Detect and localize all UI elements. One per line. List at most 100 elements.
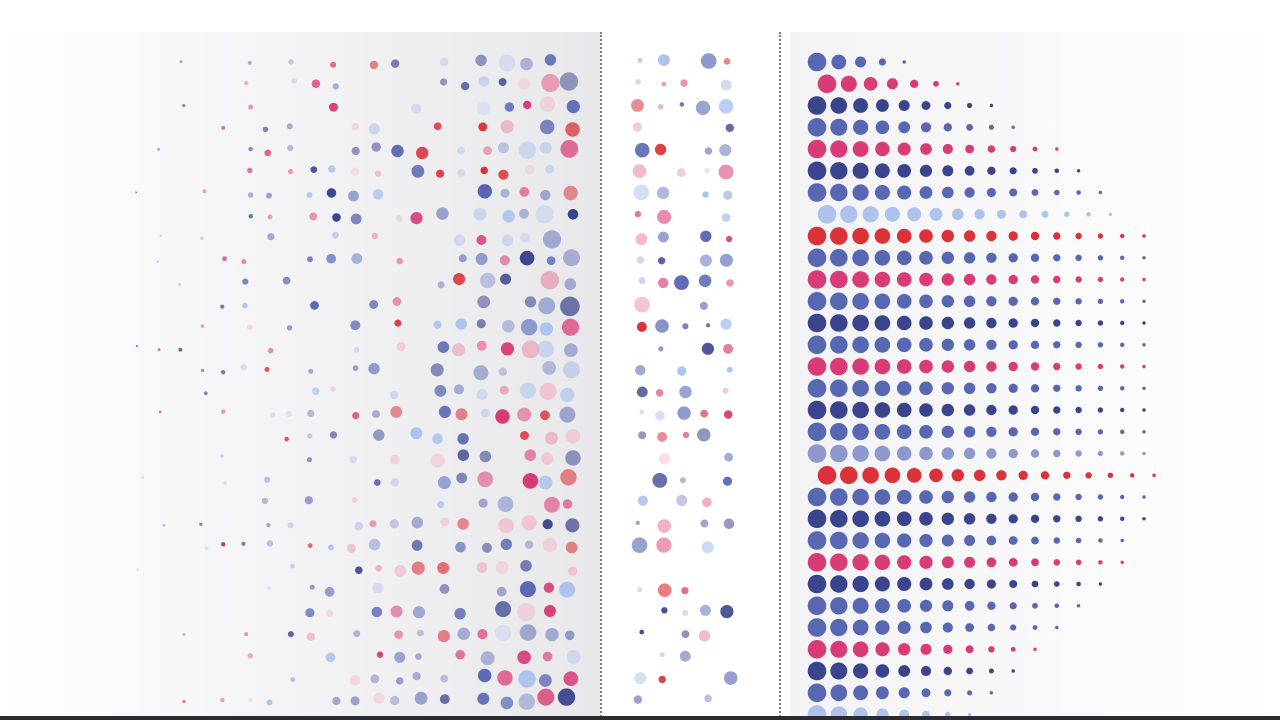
row-dot [1076,604,1081,608]
scatter-dot [221,125,226,130]
scatter-dot [440,674,449,683]
column-dot [636,386,648,398]
row-dot [898,121,911,134]
row-dot [830,357,848,376]
row-dot [941,229,954,243]
row-dot [830,379,848,398]
row-dot [896,272,912,287]
scatter-dot [565,541,578,554]
row-dot [941,534,954,547]
row-dot [1008,427,1018,437]
row-dot [1097,450,1104,457]
scatter-dot [305,608,315,618]
scatter-dot [521,340,540,359]
row-dot [1076,581,1081,587]
row-dot [1011,669,1015,673]
scatter-dot [545,164,555,174]
row-dot [1019,210,1028,219]
row-dot [875,642,890,657]
scatter-dot [141,476,144,479]
row-dot [986,252,997,263]
scatter-dot [536,340,554,358]
column-dot [695,100,711,116]
scatter-dot [436,169,445,178]
row-dot [921,101,931,110]
scatter-dot [158,410,162,414]
row-dot [996,470,1007,481]
row-dot [986,339,997,350]
row-dot [941,273,954,286]
row-dot [1120,429,1125,434]
scatter-dot [309,212,318,221]
row-dot [807,661,827,681]
scatter-dot [502,210,515,223]
scatter-dot [535,205,554,224]
row-dot [1054,168,1060,174]
row-dot [965,623,974,632]
scatter-dot [220,304,225,309]
row-dot [986,274,997,285]
scatter-dot [480,166,489,175]
row-dot [1011,125,1015,129]
scatter-dot [304,496,313,505]
scatter-dot [368,363,380,375]
row-dot [896,228,912,244]
scatter-dot [452,343,466,357]
scatter-dot [396,257,404,265]
scatter-dot [519,581,536,598]
column-dot [698,274,712,288]
row-dot [807,183,827,202]
scatter-dot [457,518,469,530]
scatter-dot [434,385,447,397]
scatter-dot [241,259,247,265]
scatter-dot [372,582,384,594]
column-dot [632,164,647,179]
row-dot [1040,471,1050,480]
scatter-dot [537,688,555,706]
scatter-dot [332,83,339,90]
row-dot [920,122,932,133]
row-dot [1031,536,1039,545]
row-dot [1053,254,1061,262]
row-dot [852,401,869,419]
row-dot [852,597,869,614]
scatter-dot [562,499,573,509]
scatter-dot [135,345,138,348]
scatter-dot [178,282,182,287]
row-dot [807,161,827,181]
column-dot [634,210,642,218]
row-dot [830,118,848,136]
scatter-dot [542,361,556,375]
row-dot [1142,517,1146,521]
row-dot [1053,428,1061,436]
scatter-dot [248,697,253,703]
scatter-dot [374,479,381,486]
scatter-dot [457,146,465,155]
row-dot [1098,560,1103,565]
column-dot [700,230,712,242]
column-dot [674,275,689,290]
row-dot [874,293,891,310]
scatter-dot [221,542,226,547]
scatter-dot [473,365,489,381]
row-dot [874,511,891,527]
column-dot [631,537,648,553]
scatter-dot [453,234,466,246]
row-dot [884,467,901,484]
scatter-dot [390,406,403,418]
row-dot [1076,169,1081,173]
scatter-dot [415,653,422,660]
row-dot [919,512,933,526]
column-dot [677,406,691,420]
scatter-dot [264,149,272,157]
row-dot [1097,363,1104,370]
row-dot [941,403,954,417]
row-dot [1010,145,1017,153]
scatter-dot [221,370,226,375]
scatter-dot [440,517,450,527]
row-dot [919,555,933,569]
scatter-dot [477,692,490,705]
row-dot [807,640,827,659]
scatter-dot [369,520,377,528]
row-dot [963,447,976,460]
